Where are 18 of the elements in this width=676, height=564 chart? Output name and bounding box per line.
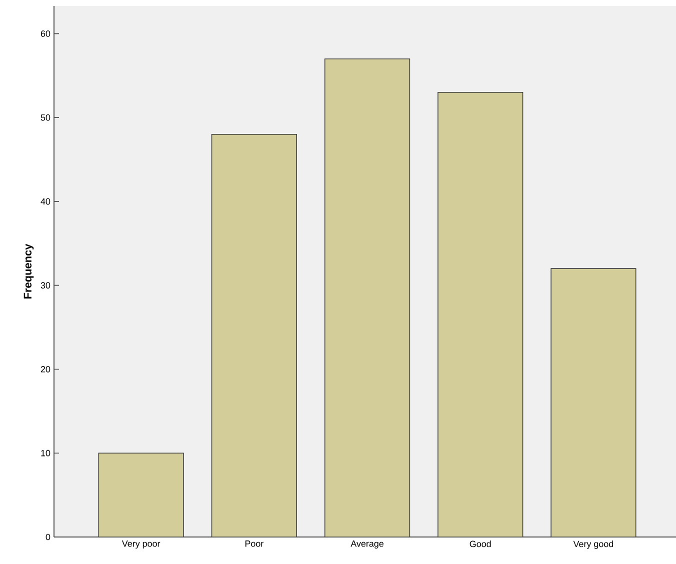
y-tick-label: 50: [40, 114, 50, 121]
y-axis-title: Frequency: [24, 244, 34, 298]
y-tick-label: 30: [40, 282, 50, 289]
y-tick-label: 20: [40, 366, 50, 372]
bar: [438, 92, 524, 537]
x-tick-label: Good: [470, 540, 491, 548]
bar: [550, 268, 636, 537]
y-tick-label: 0: [46, 534, 50, 540]
x-tick-label: Very poor: [122, 540, 160, 549]
bar: [324, 58, 410, 537]
x-tick-label: Poor: [245, 540, 264, 547]
bar: [98, 452, 184, 537]
y-tick-label: 40: [40, 198, 50, 205]
bar: [211, 134, 297, 537]
y-tick-label: 60: [40, 30, 50, 37]
x-tick-label: Very good: [573, 540, 614, 549]
x-tick-label: Average: [350, 540, 384, 549]
y-tick-label: 10: [41, 450, 50, 456]
